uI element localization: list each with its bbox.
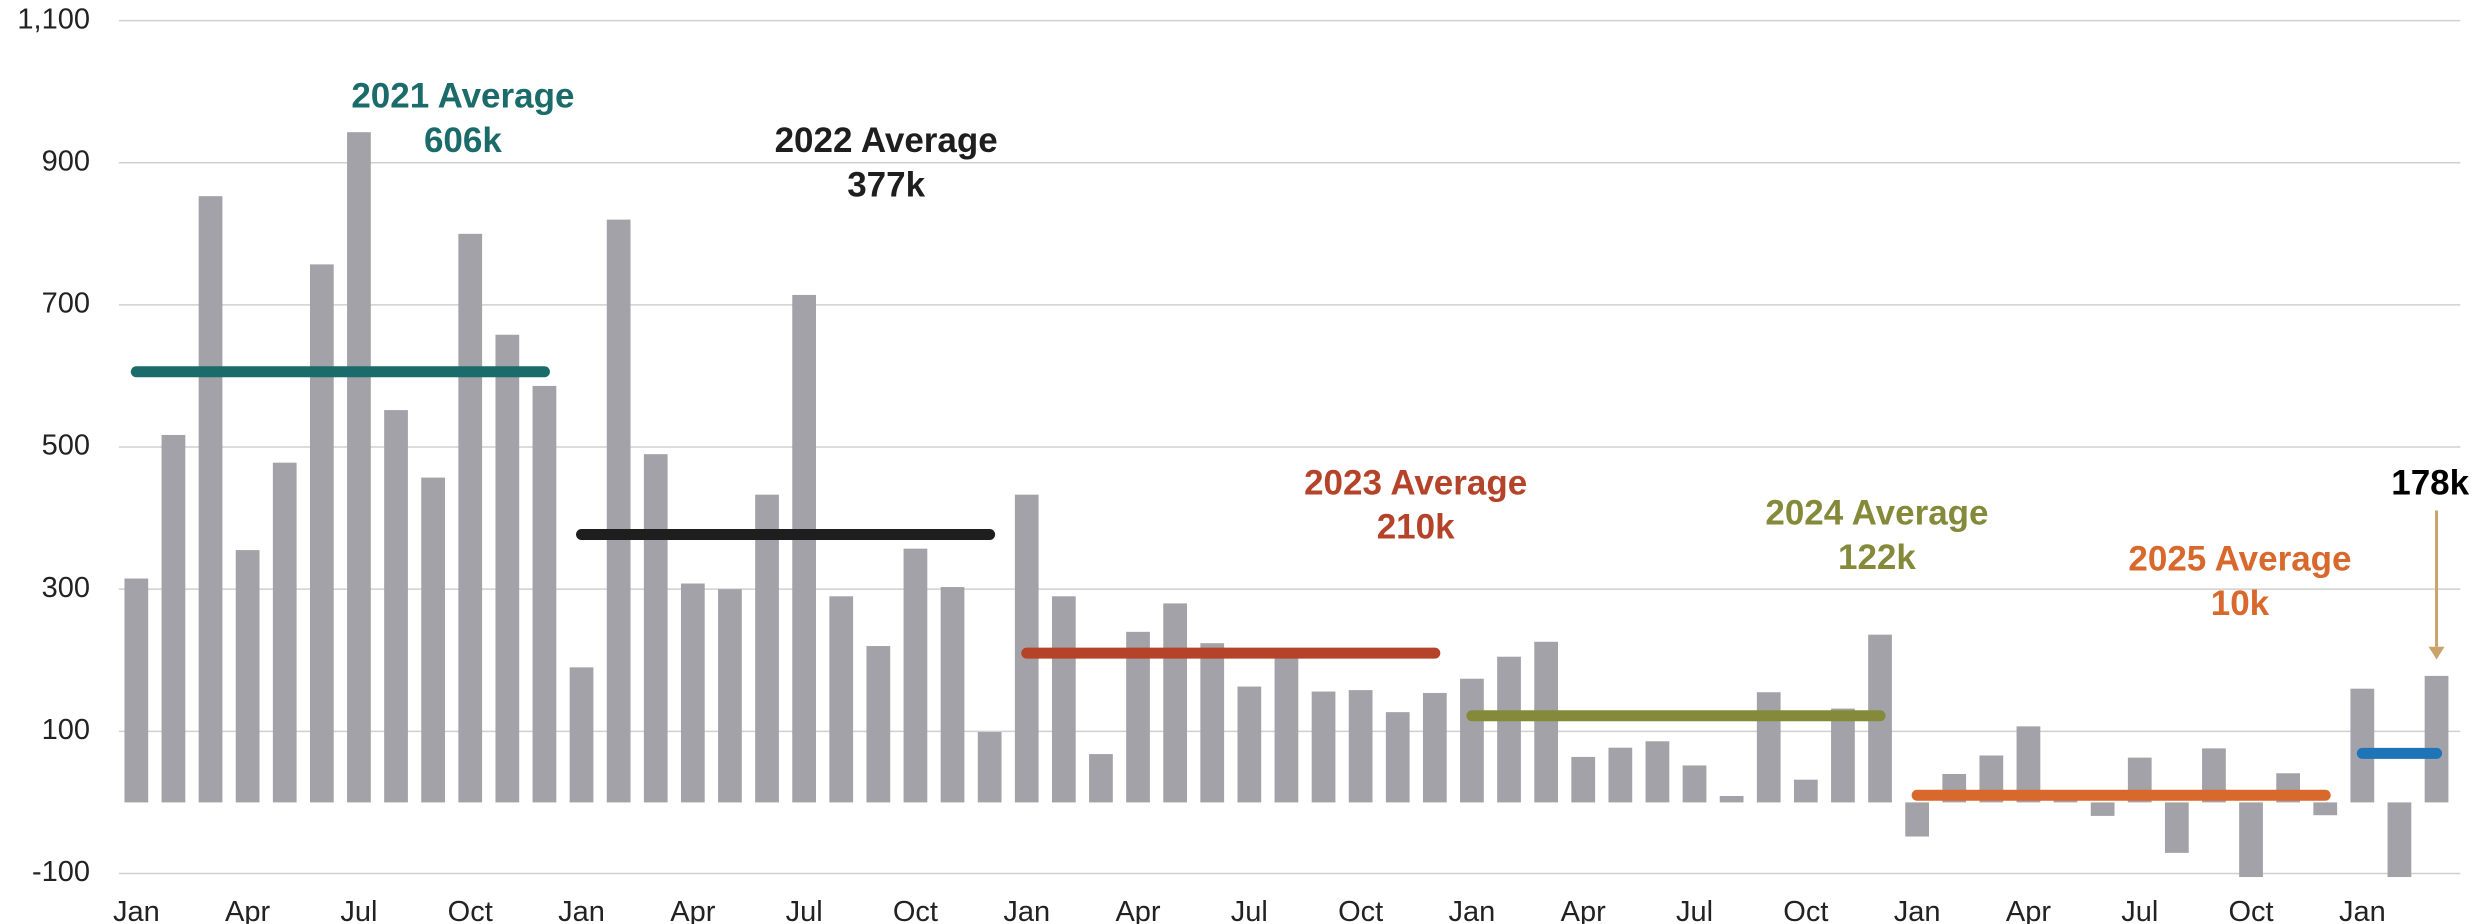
bar bbox=[1608, 747, 1633, 803]
bar bbox=[1831, 708, 1855, 803]
bar bbox=[1571, 756, 1596, 803]
x-tick-label: Jan bbox=[558, 896, 605, 924]
bar bbox=[124, 578, 149, 803]
x-tick-label: Oct bbox=[1338, 896, 1383, 924]
x-tick-label: Jan bbox=[113, 896, 160, 924]
x-tick-label: Jul bbox=[340, 896, 377, 924]
bar bbox=[1051, 596, 1076, 803]
y-tick-label: 900 bbox=[42, 145, 90, 177]
x-tick-label: Jul bbox=[1676, 896, 1713, 924]
bar bbox=[755, 494, 779, 803]
bar bbox=[272, 462, 297, 803]
average-label: 2021 Average bbox=[351, 77, 574, 116]
x-tick-label: Apr bbox=[225, 896, 270, 924]
bar bbox=[1237, 686, 1262, 803]
bar bbox=[458, 233, 483, 803]
bar bbox=[680, 583, 705, 803]
x-tick-label: Jan bbox=[1003, 896, 1050, 924]
bar bbox=[198, 196, 223, 803]
x-tick-label: Jan bbox=[2339, 896, 2386, 924]
average-value-label: 606k bbox=[424, 121, 502, 160]
bar bbox=[309, 264, 334, 803]
bar bbox=[1905, 802, 1930, 837]
bar bbox=[940, 587, 965, 803]
bar bbox=[643, 454, 668, 803]
bar bbox=[1089, 754, 1113, 803]
bar bbox=[792, 294, 817, 803]
callout-arrowhead bbox=[2428, 646, 2445, 660]
bar bbox=[1645, 741, 1670, 803]
bar bbox=[2387, 802, 2412, 878]
y-tick-label: 500 bbox=[42, 430, 90, 462]
bar bbox=[606, 219, 631, 803]
y-tick-label: 1,100 bbox=[17, 3, 90, 35]
average-label: 2024 Average bbox=[1765, 493, 1988, 532]
y-tick-label: 700 bbox=[42, 288, 90, 320]
x-tick-label: Apr bbox=[2006, 896, 2051, 924]
average-value-label: 377k bbox=[847, 165, 925, 204]
average-label: 2023 Average bbox=[1304, 463, 1527, 502]
bar bbox=[718, 589, 742, 803]
average-value-label: 10k bbox=[2211, 584, 2270, 623]
bar bbox=[2424, 675, 2449, 803]
bar bbox=[1719, 796, 1744, 803]
y-tick-label: 100 bbox=[42, 714, 90, 746]
y-tick-label: 300 bbox=[42, 572, 90, 604]
x-tick-label: Oct bbox=[1783, 896, 1828, 924]
bar bbox=[495, 334, 520, 803]
average-value-label: 210k bbox=[1377, 508, 1455, 547]
bar bbox=[829, 596, 854, 803]
bar bbox=[2239, 802, 2263, 878]
bar bbox=[1200, 643, 1225, 803]
x-tick-label: Jul bbox=[786, 896, 823, 924]
x-tick-label: Apr bbox=[1561, 896, 1606, 924]
x-tick-label: Jul bbox=[1231, 896, 1268, 924]
bar bbox=[161, 434, 186, 803]
bar bbox=[2313, 802, 2338, 816]
average-label: 2022 Average bbox=[775, 121, 998, 160]
x-tick-label: Apr bbox=[1115, 896, 1160, 924]
bar bbox=[903, 548, 928, 803]
x-tick-label: Jan bbox=[1894, 896, 1941, 924]
average-label: 2025 Average bbox=[2128, 539, 2351, 578]
bar bbox=[2164, 802, 2189, 853]
bar bbox=[347, 132, 371, 803]
bar bbox=[1756, 692, 1781, 803]
bar bbox=[1274, 653, 1299, 803]
x-tick-label: Apr bbox=[670, 896, 715, 924]
x-tick-label: Oct bbox=[448, 896, 493, 924]
bar bbox=[1348, 690, 1373, 803]
bar bbox=[977, 732, 1002, 803]
x-tick-label: Oct bbox=[893, 896, 938, 924]
x-tick-label: Oct bbox=[2228, 896, 2273, 924]
bar bbox=[1311, 691, 1336, 803]
bar bbox=[1793, 779, 1818, 803]
bar bbox=[2202, 748, 2226, 803]
bar bbox=[384, 410, 408, 803]
bar bbox=[2350, 688, 2375, 803]
x-tick-label: Jul bbox=[2121, 896, 2158, 924]
bar bbox=[532, 385, 557, 803]
bar bbox=[2016, 726, 2041, 803]
bar bbox=[1126, 631, 1150, 803]
bar bbox=[1385, 712, 1410, 803]
callout-label: 178k bbox=[2391, 463, 2469, 502]
bar bbox=[2090, 802, 2115, 816]
x-tick-label: Jan bbox=[1449, 896, 1496, 924]
bar bbox=[1422, 692, 1447, 803]
bar bbox=[1682, 765, 1707, 803]
bar bbox=[235, 550, 260, 803]
average-value-label: 122k bbox=[1838, 538, 1916, 577]
y-tick-label: -100 bbox=[32, 856, 90, 888]
bar bbox=[569, 667, 594, 803]
bar bbox=[1497, 656, 1521, 803]
bar bbox=[866, 646, 891, 803]
bar bbox=[1534, 641, 1559, 803]
bar bbox=[421, 477, 446, 803]
bar bbox=[1163, 603, 1188, 803]
bar bbox=[1460, 678, 1484, 803]
